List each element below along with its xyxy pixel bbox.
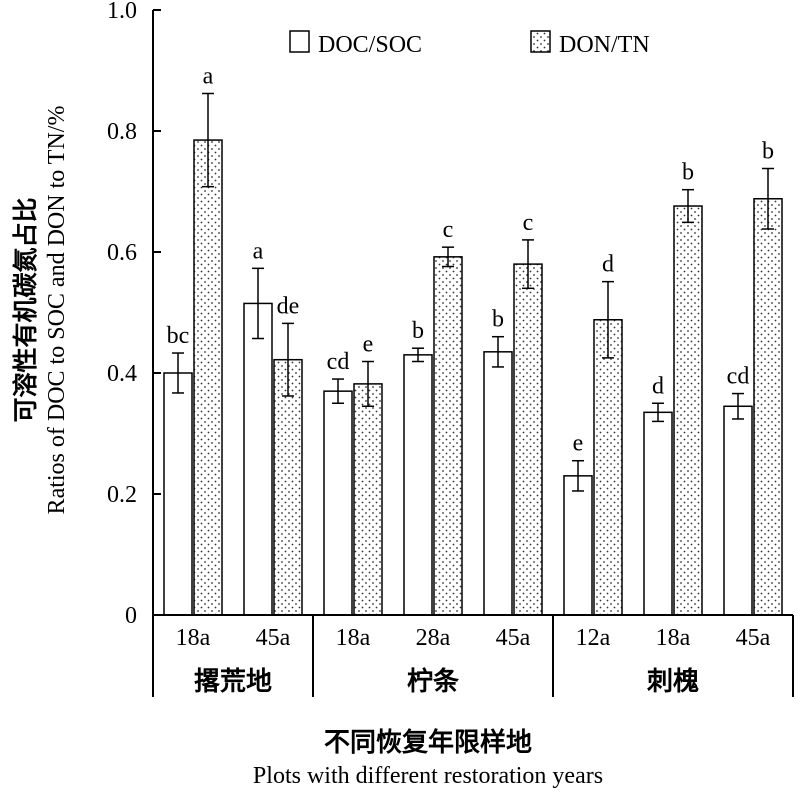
bar-don-tn: [673, 205, 703, 616]
group-label: 刺槐: [647, 667, 699, 696]
bar-doc-soc: [403, 354, 433, 616]
legend-label-don-tn: DON/TN: [559, 32, 650, 58]
bar-doc-soc: [723, 405, 753, 616]
x-axis-title-cn: 不同恢复年限样地: [324, 727, 532, 757]
significance-label: cd: [327, 349, 350, 375]
bar-don-tn: [513, 263, 543, 616]
y-axis-title-en: Ratios of DOC to SOC and DON to TN/%: [44, 106, 70, 515]
y-tick-label: 0.2: [107, 482, 137, 508]
significance-label: cd: [727, 364, 750, 390]
y-tick-label: 0: [125, 603, 137, 629]
significance-label: c: [443, 217, 454, 243]
significance-label: bc: [167, 323, 190, 349]
bar-doc-soc: [163, 372, 193, 616]
significance-label: b: [412, 318, 424, 344]
category-label: 45a: [736, 625, 771, 651]
bar-don-tn: [433, 256, 463, 616]
significance-label: b: [762, 139, 774, 165]
category-label: 18a: [336, 625, 371, 651]
significance-label: e: [363, 332, 374, 358]
significance-label: e: [573, 431, 584, 457]
category-label: 28a: [416, 625, 451, 651]
category-label: 18a: [176, 625, 211, 651]
category-label: 45a: [496, 625, 531, 651]
significance-label: a: [253, 238, 264, 264]
significance-label: c: [523, 210, 534, 236]
y-tick-label: 1.0: [107, 0, 137, 24]
legend: DOC/SOC DON/TN: [289, 30, 650, 58]
bar-doc-soc: [323, 390, 353, 616]
y-tick-label: 0.6: [107, 240, 137, 266]
significance-label: de: [277, 293, 300, 319]
category-label: 18a: [656, 625, 691, 651]
category-label: 45a: [256, 625, 291, 651]
significance-label: b: [682, 160, 694, 186]
y-axis-title: 可溶性有机碳氮占比 Ratios of DOC to SOC and DON t…: [11, 106, 70, 515]
bar-doc-soc: [243, 302, 273, 616]
x-axis-title-en: Plots with different restoration years: [253, 763, 603, 789]
group-label: 柠条: [407, 666, 460, 696]
y-tick-label: 0.8: [107, 119, 137, 145]
category-label: 12a: [576, 625, 611, 651]
group-label: 撂荒地: [194, 667, 272, 696]
y-axis-title-cn: 可溶性有机碳氮占比: [11, 197, 40, 422]
significance-label: d: [602, 252, 614, 278]
legend-label-doc-soc: DOC/SOC: [318, 32, 422, 58]
significance-label: a: [203, 63, 214, 89]
axes: 0 0.2 0.4 0.6 0.8 1.0 18a 45a 18a 28a 45a 12a 18a 45a…: [107, 0, 794, 697]
legend-swatch-don-tn: [530, 30, 551, 53]
bar-doc-soc: [643, 411, 673, 616]
bar-doc-soc: [563, 475, 593, 616]
bar-don-tn: [273, 358, 303, 616]
bar-doc-soc: [483, 351, 513, 616]
legend-swatch-doc-soc: [289, 30, 310, 53]
significance-label: d: [652, 373, 664, 399]
significance-label: b: [492, 307, 504, 333]
bar-don-tn: [593, 319, 623, 616]
bar-don-tn: [193, 139, 223, 616]
bar-don-tn: [753, 198, 783, 616]
y-tick-label: 0.4: [107, 361, 137, 387]
bar-don-tn: [353, 383, 383, 616]
